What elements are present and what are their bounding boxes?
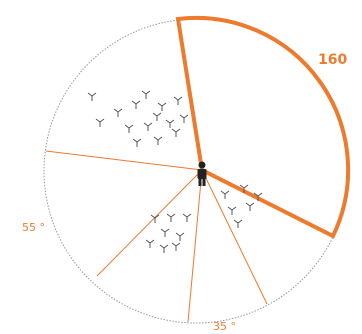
tree-mark [182, 213, 192, 222]
left-angle-label: 55 ° [22, 221, 45, 234]
tree-mark [159, 244, 169, 253]
tree-mark [160, 228, 170, 237]
tree-mark [157, 102, 167, 111]
tree-marks [87, 90, 263, 253]
tree-mark [171, 128, 181, 137]
tree-mark [165, 119, 175, 128]
boundary-bottom-left [187, 169, 203, 323]
person-right-leg [202, 178, 206, 186]
tree-mark [175, 232, 185, 241]
tree-mark [132, 138, 142, 147]
tree-mark [95, 118, 105, 127]
sector-boundaries [45, 150, 268, 323]
highlighted-sector [175, 15, 351, 239]
tree-mark [113, 108, 123, 117]
tree-mark [152, 112, 162, 121]
tree-mark [143, 122, 153, 131]
tree-mark [150, 214, 160, 223]
bottom-angle-label: 35 ° [213, 320, 236, 333]
tree-mark [233, 219, 243, 228]
person-left-leg [198, 178, 202, 186]
field-circle [43, 18, 349, 324]
boundary-left [45, 150, 203, 171]
tree-mark [173, 96, 183, 105]
tree-mark [131, 100, 141, 109]
person-head [198, 161, 206, 169]
tree-mark [124, 124, 134, 133]
tree-mark [145, 239, 155, 248]
tree-mark [179, 114, 189, 123]
tree-mark [253, 192, 263, 201]
tree-mark [166, 213, 176, 222]
tree-mark [239, 184, 249, 193]
tree-mark [245, 202, 255, 211]
tree-mark [171, 242, 181, 251]
tree-mark [141, 90, 151, 99]
boundary-lower-left [96, 169, 203, 277]
person-icon [197, 161, 207, 186]
tree-mark [153, 136, 163, 145]
highlight-angle-label: 160 [318, 52, 348, 68]
boundary-bottom-right [201, 169, 268, 305]
tree-mark [87, 92, 97, 101]
tree-mark [220, 190, 230, 199]
tree-mark [227, 206, 237, 215]
person-torso [197, 169, 207, 179]
